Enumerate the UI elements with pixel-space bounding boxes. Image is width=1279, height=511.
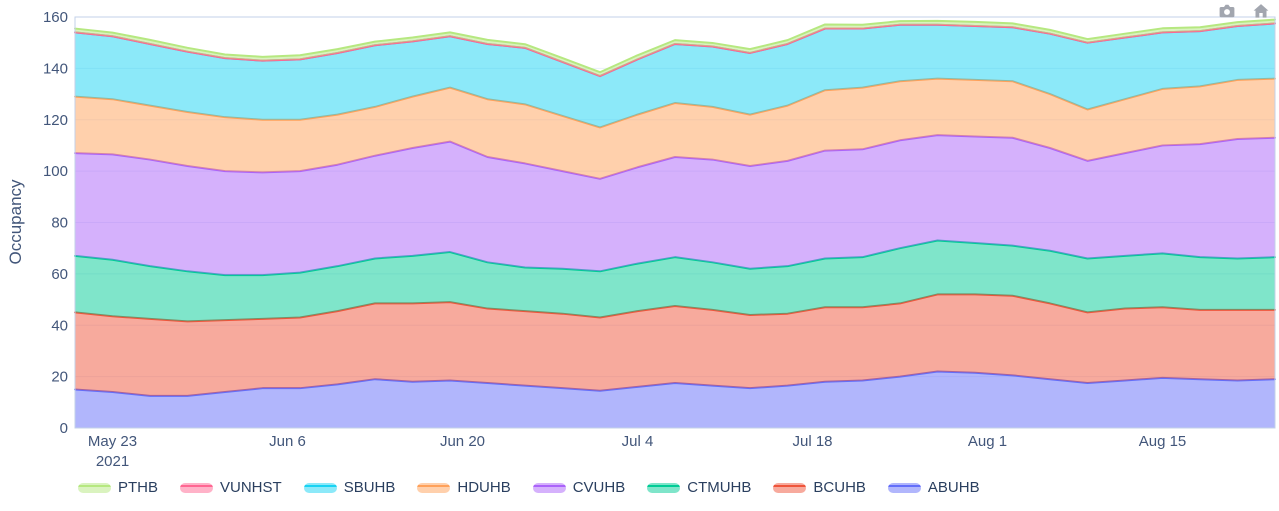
download-plot-button[interactable] [1215, 1, 1239, 21]
x-tick-label: Jul 18 [792, 433, 832, 450]
legend-label: CTMUHB [687, 479, 752, 496]
legend-swatch [532, 482, 566, 493]
legend-item-bcuhb[interactable]: BCUHB [773, 479, 866, 496]
plot-border [74, 16, 1276, 429]
legend-swatch [417, 482, 451, 493]
area-sbuhb[interactable] [75, 23, 1275, 128]
legend-label: BCUHB [813, 479, 866, 496]
line-pthb [74, 18, 1276, 74]
y-tick-label: 60 [51, 266, 68, 283]
legend-item-ctmuhb[interactable]: CTMUHB [647, 479, 751, 496]
y-tick-label: 80 [51, 215, 68, 232]
area-hduhb[interactable] [75, 78, 1275, 179]
x-tick-label: Jun 6 [269, 433, 306, 450]
chart-toolbar [1215, 1, 1273, 21]
legend-label: HDUHB [457, 479, 511, 496]
area-ctmuhb[interactable] [75, 240, 1275, 322]
reset-axes-button[interactable] [1249, 1, 1273, 21]
legend-label: ABUHB [927, 479, 980, 496]
y-tick-label: 140 [43, 60, 68, 77]
y-tick-label: 100 [43, 163, 68, 180]
x-tick-label: Aug 15 [1139, 433, 1187, 450]
legend-swatch [887, 482, 921, 493]
legend-item-pthb[interactable]: PTHB [78, 479, 158, 496]
x-tick-label: May 23 [88, 433, 137, 450]
legend-item-vunhst[interactable]: VUNHST [180, 479, 282, 496]
legend-item-hduhb[interactable]: HDUHB [417, 479, 511, 496]
camera-icon [1219, 4, 1235, 18]
area-bcuhb[interactable] [75, 294, 1275, 396]
area-cvuhb[interactable] [75, 135, 1275, 276]
legend-label: SBUHB [343, 479, 396, 496]
line-vunhst [74, 22, 1276, 78]
home-icon [1253, 4, 1269, 18]
x-tick-label: Jul 4 [622, 433, 654, 450]
y-tick-label: 20 [51, 369, 68, 386]
legend-swatch [773, 482, 807, 493]
legend-item-sbuhb[interactable]: SBUHB [303, 479, 396, 496]
legend-label: CVUHB [572, 479, 626, 496]
legend-swatch [303, 482, 337, 493]
x-tick-year-label: 2021 [96, 453, 129, 470]
legend-item-cvuhb[interactable]: CVUHB [532, 479, 626, 496]
legend-label: PTHB [118, 479, 159, 496]
legend-label: VUNHST [220, 479, 282, 496]
area-abuhb[interactable] [75, 371, 1275, 428]
y-axis-title: Occupancy [6, 179, 25, 265]
chart-legend: PTHB VUNHST SBUHB HDUHB CVUHB CTMUHB BCUHB ABUH… [78, 479, 980, 496]
x-tick-label: Aug 1 [968, 433, 1007, 450]
y-tick-label: 120 [43, 112, 68, 129]
legend-swatch [647, 482, 681, 493]
y-tick-label: 0 [60, 420, 68, 437]
x-tick-label: Jun 20 [440, 433, 485, 450]
legend-swatch [180, 482, 214, 493]
legend-swatch [78, 482, 111, 493]
legend-item-abuhb[interactable]: ABUHB [887, 479, 980, 496]
y-tick-label: 40 [51, 317, 68, 334]
y-tick-label: 160 [43, 9, 68, 26]
